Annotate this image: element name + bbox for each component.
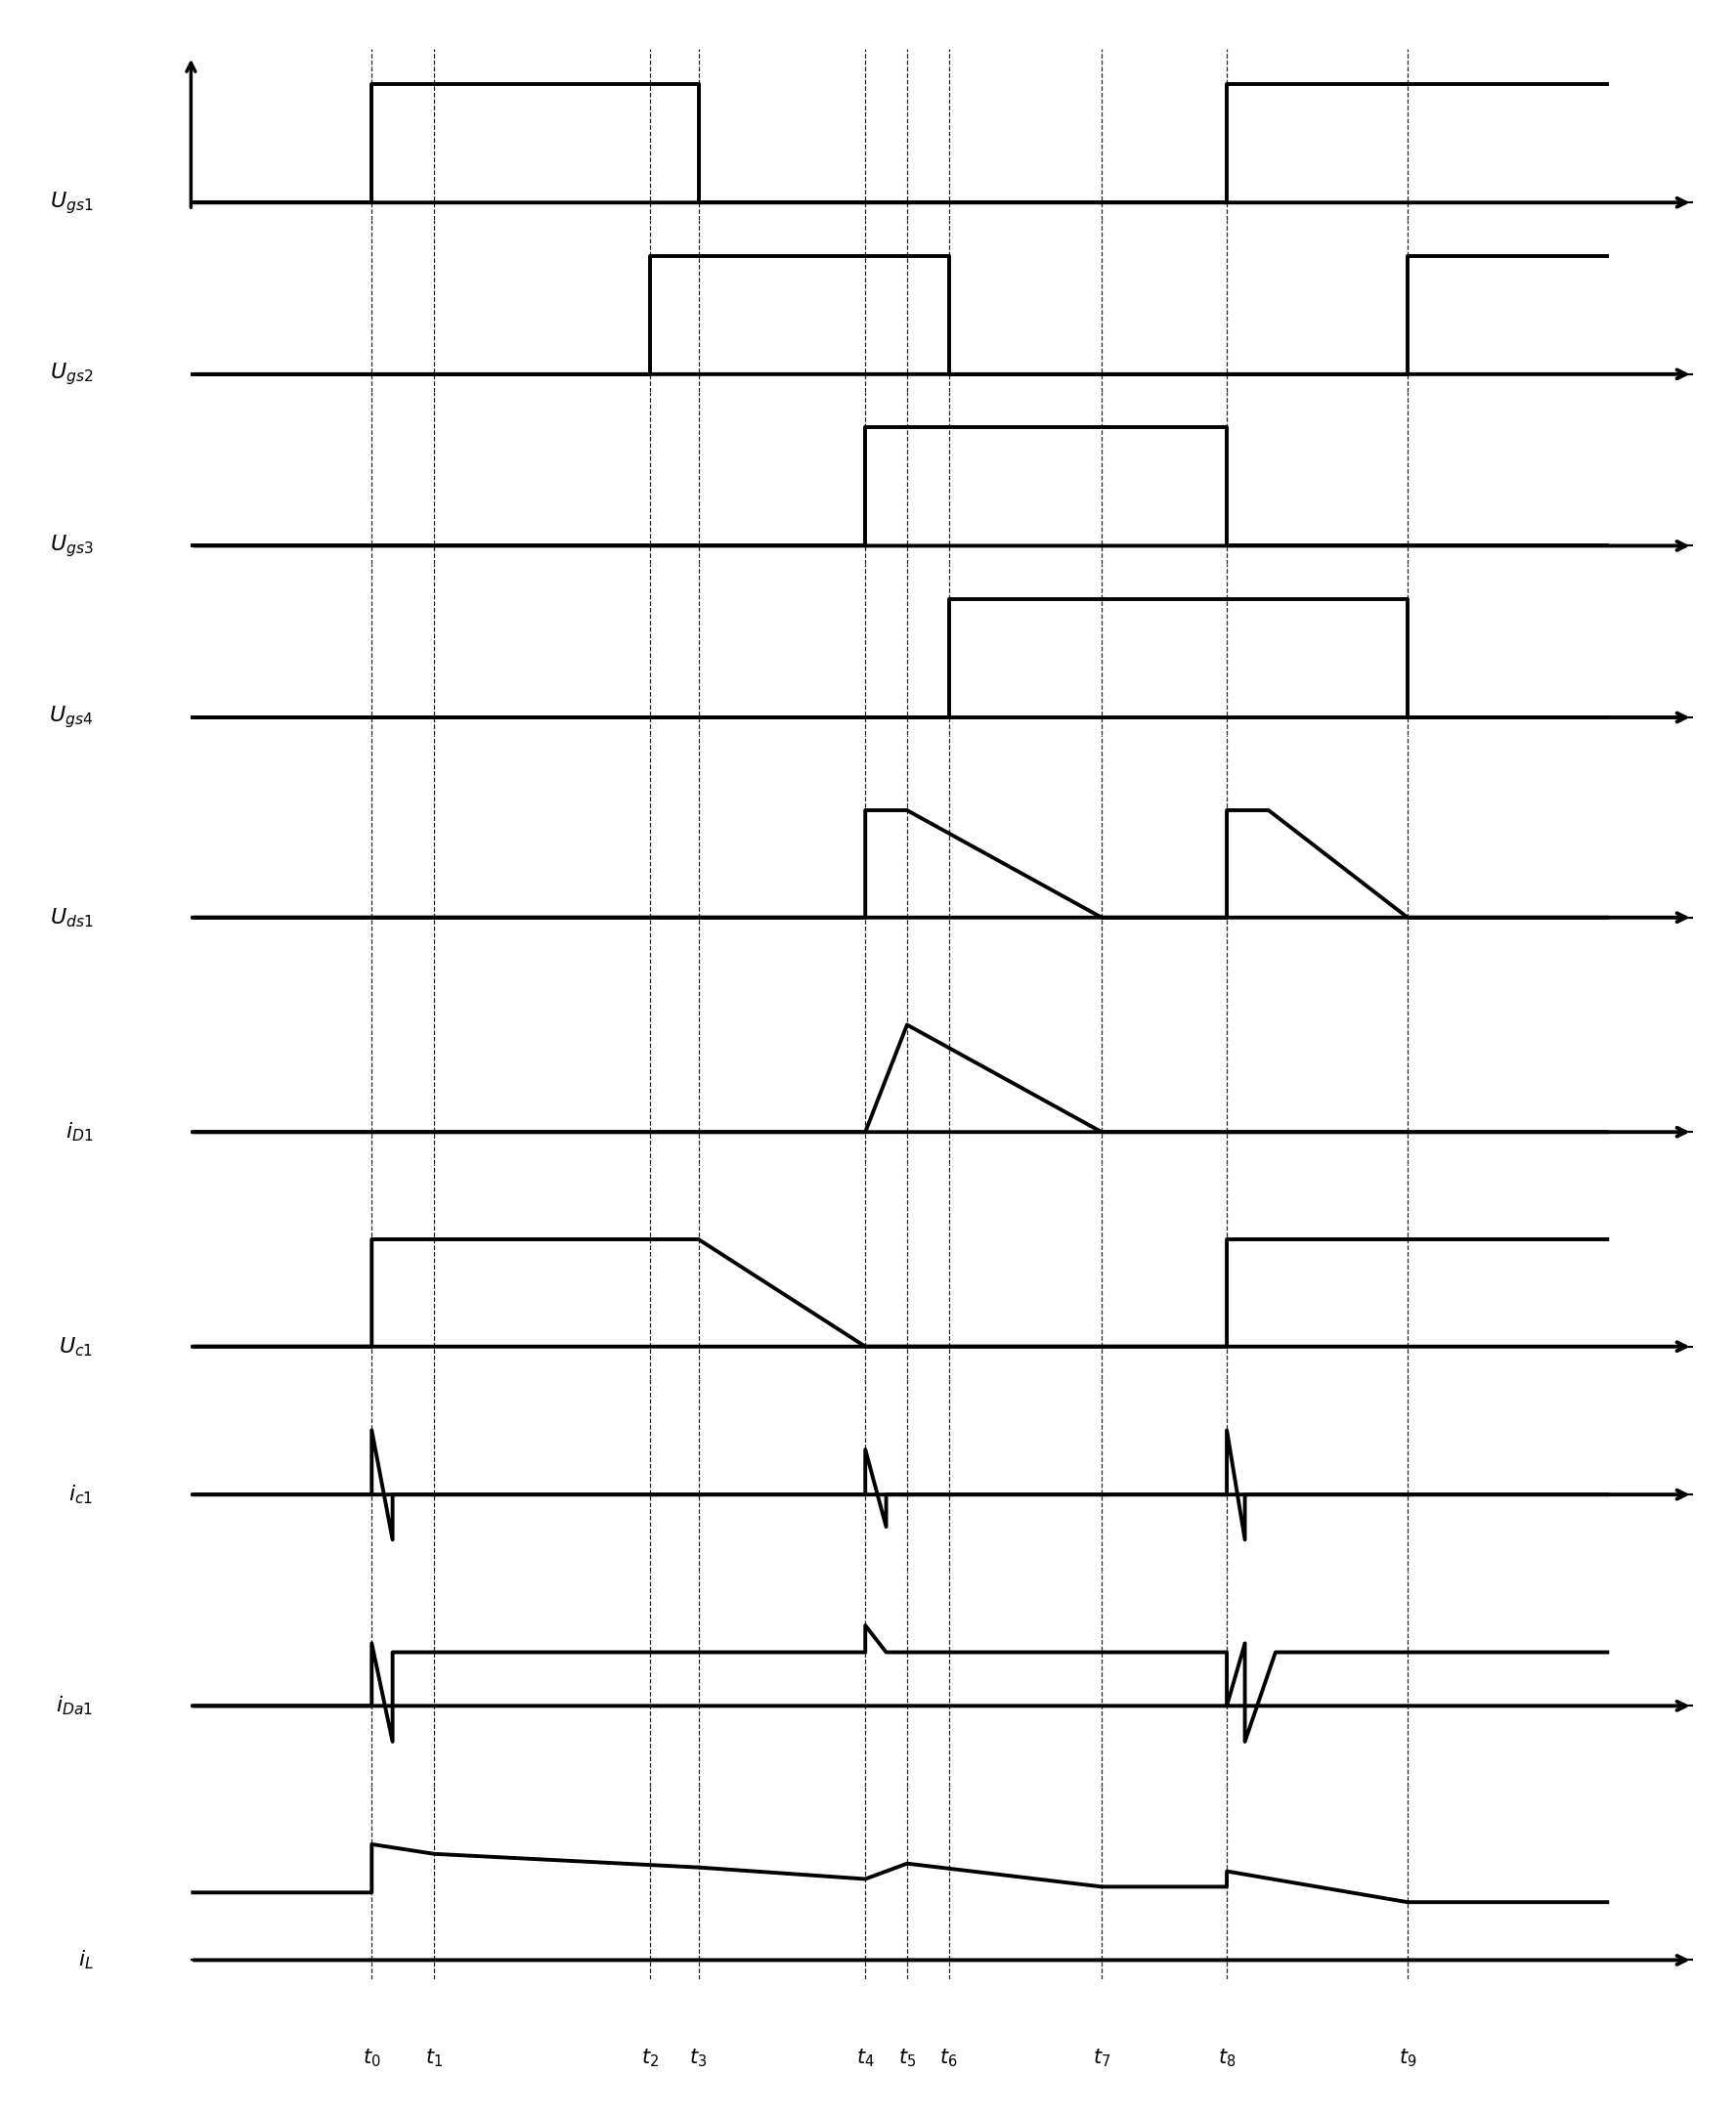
- Text: $i_{D1}$: $i_{D1}$: [66, 1120, 94, 1143]
- Text: $t_1$: $t_1$: [425, 2047, 443, 2068]
- Text: $i_{c1}$: $i_{c1}$: [69, 1484, 94, 1505]
- Text: $U_{gs2}$: $U_{gs2}$: [50, 362, 94, 387]
- Text: $U_{gs4}$: $U_{gs4}$: [49, 705, 94, 730]
- Text: $t_6$: $t_6$: [939, 2047, 958, 2068]
- Text: $t_9$: $t_9$: [1399, 2047, 1417, 2068]
- Text: $U_{gs3}$: $U_{gs3}$: [50, 533, 94, 559]
- Text: $U_{gs1}$: $U_{gs1}$: [50, 188, 94, 216]
- Text: $i_{Da1}$: $i_{Da1}$: [56, 1694, 94, 1717]
- Text: $t_3$: $t_3$: [689, 2047, 707, 2068]
- Text: $t_8$: $t_8$: [1217, 2047, 1236, 2068]
- Text: $t_4$: $t_4$: [856, 2047, 875, 2068]
- Text: $t_0$: $t_0$: [363, 2047, 380, 2068]
- Text: $t_2$: $t_2$: [641, 2047, 658, 2068]
- Text: $t_5$: $t_5$: [898, 2047, 917, 2068]
- Text: $t_7$: $t_7$: [1092, 2047, 1111, 2068]
- Text: $U_{c1}$: $U_{c1}$: [59, 1336, 94, 1359]
- Text: $i_L$: $i_L$: [78, 1948, 94, 1971]
- Text: $U_{ds1}$: $U_{ds1}$: [50, 906, 94, 929]
